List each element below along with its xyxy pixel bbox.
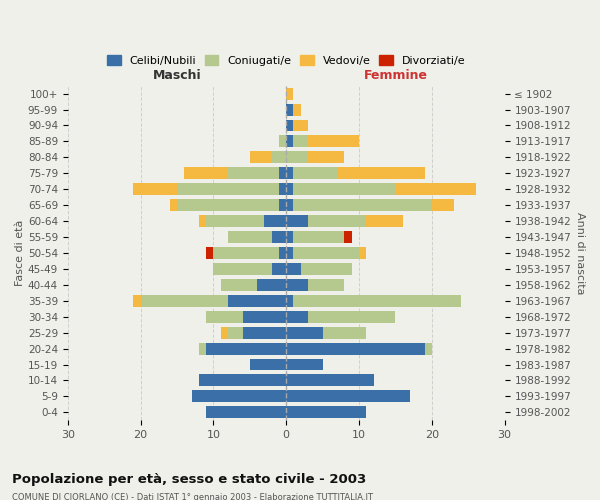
Bar — [293, 247, 359, 259]
Bar — [272, 152, 286, 164]
Bar — [206, 247, 214, 259]
Text: COMUNE DI CIORLANO (CE) - Dati ISTAT 1° gennaio 2003 - Elaborazione TUTTITALIA.I: COMUNE DI CIORLANO (CE) - Dati ISTAT 1° … — [12, 492, 373, 500]
Bar — [323, 326, 366, 338]
Bar — [286, 88, 293, 100]
Bar — [286, 390, 410, 402]
Bar — [286, 120, 293, 132]
Bar — [395, 183, 476, 195]
Bar — [286, 342, 425, 354]
Bar — [286, 358, 323, 370]
Bar — [250, 358, 286, 370]
Bar — [286, 199, 293, 211]
Bar — [286, 168, 293, 179]
Bar — [184, 168, 228, 179]
Bar — [170, 199, 177, 211]
Bar — [293, 295, 461, 306]
Bar — [293, 104, 301, 116]
Bar — [242, 326, 286, 338]
Bar — [308, 136, 359, 147]
Bar — [279, 136, 286, 147]
Bar — [286, 279, 308, 291]
Bar — [293, 231, 344, 243]
Bar — [250, 152, 272, 164]
Bar — [279, 199, 286, 211]
Bar — [206, 215, 265, 227]
Bar — [286, 136, 293, 147]
Bar — [308, 152, 344, 164]
Bar — [366, 215, 403, 227]
Bar — [221, 279, 257, 291]
Bar — [133, 295, 140, 306]
Bar — [272, 263, 286, 275]
Bar — [308, 215, 366, 227]
Bar — [337, 168, 425, 179]
Bar — [286, 326, 323, 338]
Bar — [177, 199, 279, 211]
Bar — [206, 406, 286, 418]
Bar — [286, 231, 293, 243]
Bar — [177, 183, 279, 195]
Legend: Celibi/Nubili, Coniugati/e, Vedovi/e, Divorziati/e: Celibi/Nubili, Coniugati/e, Vedovi/e, Di… — [103, 51, 469, 70]
Bar — [286, 183, 293, 195]
Bar — [214, 263, 272, 275]
Text: Maschi: Maschi — [152, 70, 201, 82]
Bar — [228, 168, 279, 179]
Text: Femmine: Femmine — [364, 70, 427, 82]
Bar — [199, 342, 206, 354]
Bar — [308, 279, 344, 291]
Bar — [301, 263, 352, 275]
Bar — [286, 310, 308, 322]
Bar — [344, 231, 352, 243]
Bar — [425, 342, 432, 354]
Y-axis label: Fasce di età: Fasce di età — [15, 220, 25, 286]
Bar — [199, 215, 206, 227]
Bar — [140, 295, 228, 306]
Text: Popolazione per età, sesso e stato civile - 2003: Popolazione per età, sesso e stato civil… — [12, 472, 366, 486]
Bar — [286, 295, 293, 306]
Y-axis label: Anni di nascita: Anni di nascita — [575, 212, 585, 294]
Bar — [286, 263, 301, 275]
Bar — [221, 326, 228, 338]
Bar — [228, 231, 272, 243]
Bar — [293, 120, 308, 132]
Bar — [206, 342, 286, 354]
Bar — [286, 104, 293, 116]
Bar — [279, 183, 286, 195]
Bar — [206, 310, 242, 322]
Bar — [286, 374, 374, 386]
Bar — [432, 199, 454, 211]
Bar — [199, 374, 286, 386]
Bar — [293, 183, 395, 195]
Bar — [133, 183, 177, 195]
Bar — [214, 247, 279, 259]
Bar — [265, 215, 286, 227]
Bar — [286, 152, 308, 164]
Bar — [308, 310, 395, 322]
Bar — [228, 295, 286, 306]
Bar — [228, 326, 242, 338]
Bar — [242, 310, 286, 322]
Bar — [286, 215, 308, 227]
Bar — [279, 247, 286, 259]
Bar — [293, 136, 308, 147]
Bar — [191, 390, 286, 402]
Bar — [293, 199, 432, 211]
Bar — [359, 247, 366, 259]
Bar — [286, 247, 293, 259]
Bar — [293, 168, 337, 179]
Bar — [257, 279, 286, 291]
Bar — [279, 168, 286, 179]
Bar — [272, 231, 286, 243]
Bar — [286, 406, 366, 418]
